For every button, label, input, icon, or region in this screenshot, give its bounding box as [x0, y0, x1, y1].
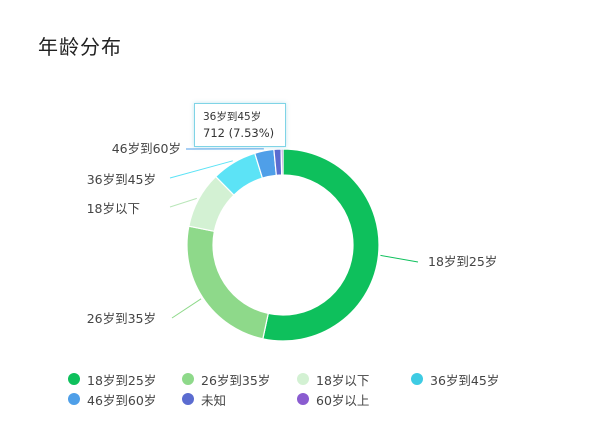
callout-label: 46岁到60岁 [112, 141, 181, 156]
callout-labels: 18岁到25岁 26岁到35岁 18岁以下 36岁到45岁 46岁到60岁 [87, 141, 498, 326]
legend-item[interactable]: 36岁到45岁 [411, 371, 500, 388]
legend-label: 26岁到35岁 [201, 372, 271, 388]
legend-color-dot [297, 373, 309, 385]
callout-leader-line [380, 254, 419, 263]
legend-item[interactable]: 未知 [182, 391, 227, 408]
callout-label: 18岁以下 [87, 201, 140, 216]
chart-tooltip: 36岁到45岁 712 (7.53%) [194, 103, 286, 147]
legend-label: 36岁到45岁 [430, 372, 500, 388]
callout-leader-line [169, 197, 197, 208]
legend-color-dot [297, 393, 309, 405]
legend-label: 60岁以上 [316, 392, 370, 408]
legend-item[interactable]: 46岁到60岁 [68, 391, 157, 408]
legend-item[interactable]: 18岁以下 [297, 371, 370, 388]
callout-label: 36岁到45岁 [87, 172, 156, 187]
legend-label: 46岁到60岁 [87, 392, 157, 408]
legend-color-dot [182, 373, 194, 385]
legend-label: 18岁到25岁 [87, 372, 157, 388]
callout-leader-line [171, 298, 202, 319]
legend-color-dot [68, 373, 80, 385]
legend-color-dot [68, 393, 80, 405]
legend-color-dot [411, 373, 423, 385]
tooltip-value: 712 (7.53%) [203, 126, 275, 140]
callout-label: 18岁到25岁 [428, 254, 497, 269]
callout-leader-lines [169, 148, 419, 319]
pie-slice[interactable] [262, 148, 380, 342]
pie-slice[interactable] [186, 225, 269, 340]
chart-title: 年龄分布 [38, 35, 122, 59]
legend-item[interactable]: 18岁到25岁 [68, 371, 157, 388]
callout-leader-line [169, 160, 233, 179]
legend-label: 18岁以下 [316, 372, 370, 388]
legend-color-dot [182, 393, 194, 405]
tooltip-series-name: 36岁到45岁 [203, 111, 262, 123]
callout-label: 26岁到35岁 [87, 311, 156, 326]
legend-label: 未知 [201, 392, 227, 408]
legend-item[interactable]: 60岁以上 [297, 391, 370, 408]
legend-item[interactable]: 26岁到35岁 [182, 371, 271, 388]
donut-slices [186, 148, 380, 342]
pie-slice[interactable] [280, 148, 284, 176]
